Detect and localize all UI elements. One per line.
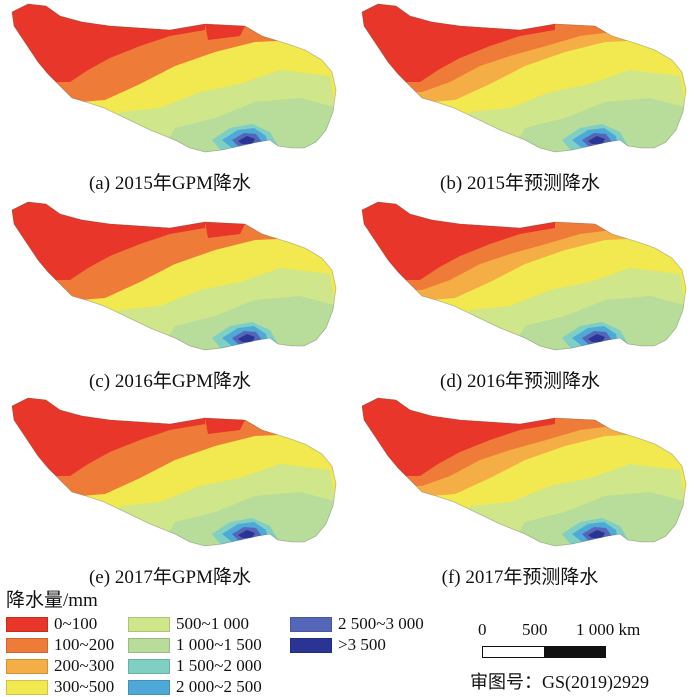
legend-label: 300~500 [54, 677, 115, 697]
legend-label: 1 500~2 000 [176, 656, 262, 676]
scale-tick-500: 500 [522, 620, 548, 639]
tibetan-plateau-precipitation-map [361, 397, 687, 547]
tibetan-plateau-precipitation-map [361, 3, 687, 153]
legend-item: 0~100 [6, 613, 97, 633]
legend-item: 200~300 [6, 655, 114, 675]
legend-item: 1 000~1 500 [128, 634, 262, 654]
legend-label: 2 000~2 500 [176, 677, 262, 697]
panel-caption: (f) 2017年预测降水 [441, 567, 599, 588]
legend-label: 1 000~1 500 [176, 635, 262, 655]
legend-label: 0~100 [54, 614, 98, 634]
map-approval-number: 审图号：GS(2019)2929 [470, 672, 649, 692]
scale-bar-black-segment [544, 647, 605, 657]
legend-item: 300~500 [6, 676, 114, 696]
map-panel-a: (a) 2015年GPM降水 [0, 0, 340, 196]
tibetan-plateau-precipitation-map [11, 3, 337, 153]
legend-swatch [128, 637, 170, 653]
panel-caption: (c) 2016年GPM降水 [88, 371, 252, 392]
legend-swatch [6, 637, 48, 653]
legend-item: 500~1 000 [128, 613, 249, 633]
panel-caption: (d) 2016年预测降水 [440, 371, 600, 392]
legend-swatch [290, 637, 332, 653]
legend-item: 2 000~2 500 [128, 676, 262, 696]
map-panel-f: (f) 2017年预测降水 [350, 394, 690, 590]
legend-item: 2 500~3 000 [290, 613, 424, 633]
legend-item: >3 500 [290, 634, 386, 654]
legend-swatch [128, 616, 170, 632]
map-panel-e: (e) 2017年GPM降水 [0, 394, 340, 590]
scale-bar: 0 500 1 000 km 审图号：GS(2019)2929 [470, 620, 700, 692]
scale-tick-1000: 1 000 km [576, 620, 641, 639]
map-panel-c: (c) 2016年GPM降水 [0, 198, 340, 394]
map-panel-b: (b) 2015年预测降水 [350, 0, 690, 196]
legend-item: 1 500~2 000 [128, 655, 262, 675]
legend-label: 2 500~3 000 [338, 614, 424, 634]
legend-label: 100~200 [54, 635, 115, 655]
precipitation-legend: 降水量/mm 0~100 100~200 200~300 300~500 500~1 0… [0, 585, 460, 696]
legend-swatch [6, 679, 48, 695]
legend-swatch [6, 616, 48, 632]
legend-label: 500~1 000 [176, 614, 249, 634]
legend-label: >3 500 [338, 635, 386, 655]
legend-title: 降水量/mm [6, 590, 98, 611]
tibetan-plateau-precipitation-map [11, 201, 337, 351]
legend-swatch [6, 658, 48, 674]
tibetan-plateau-precipitation-map [361, 201, 687, 351]
panel-caption: (a) 2015年GPM降水 [88, 173, 252, 194]
map-panel-d: (d) 2016年预测降水 [350, 198, 690, 394]
legend-swatch [290, 616, 332, 632]
panel-caption: (b) 2015年预测降水 [440, 173, 600, 194]
scale-bar-graphic [482, 646, 606, 658]
tibetan-plateau-precipitation-map [11, 397, 337, 547]
legend-swatch [128, 679, 170, 695]
scale-tick-0: 0 [478, 620, 487, 639]
panel-caption: (e) 2017年GPM降水 [88, 567, 252, 588]
legend-label: 200~300 [54, 656, 115, 676]
legend-swatch [128, 658, 170, 674]
legend-item: 100~200 [6, 634, 114, 654]
